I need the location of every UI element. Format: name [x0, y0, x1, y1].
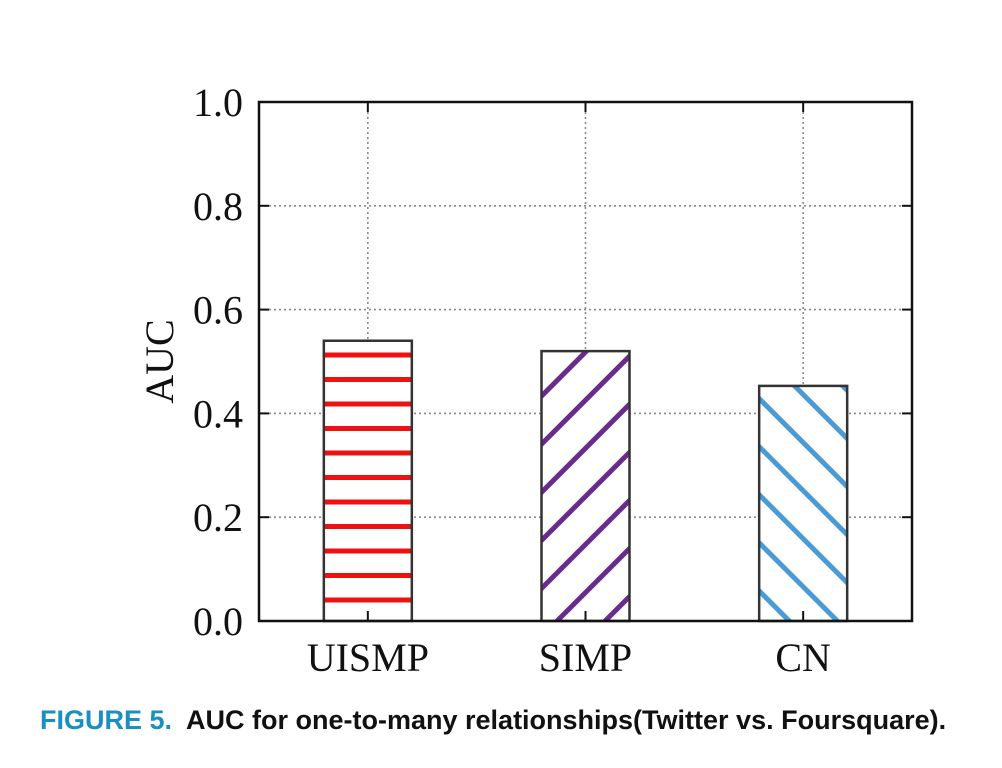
y-tick-label: 0.0: [193, 599, 243, 644]
figure-caption: FIGURE 5. AUC for one-to-many relationshi…: [40, 700, 990, 740]
y-tick-label: 0.2: [193, 495, 243, 540]
x-tick-label: CN: [775, 635, 831, 680]
x-tick-label: SIMP: [539, 635, 632, 680]
bar-chart: 0.0 0.2 0.4 0.6 0.8 1.0 UISMP SIMP CN AUC: [137, 80, 914, 680]
axis-ticks: 0.0 0.2 0.4 0.6 0.8 1.0 UISMP SIMP CN: [193, 80, 912, 680]
y-tick-label: 0.8: [193, 184, 243, 229]
y-tick-label: 0.4: [193, 391, 243, 436]
caption-label: FIGURE 5.: [40, 705, 173, 735]
caption-text: AUC for one-to-many relationships(Twitte…: [186, 705, 947, 735]
x-tick-label: UISMP: [307, 635, 429, 680]
y-tick-label: 0.6: [193, 288, 243, 333]
bar-simp: [540, 349, 631, 623]
y-axis-title-group: AUC: [137, 319, 182, 403]
y-axis-title: AUC: [137, 319, 182, 403]
bar-cn: [757, 384, 849, 623]
bar-uismp: [322, 339, 414, 623]
bars: [322, 339, 849, 623]
y-tick-label: 1.0: [193, 80, 243, 125]
